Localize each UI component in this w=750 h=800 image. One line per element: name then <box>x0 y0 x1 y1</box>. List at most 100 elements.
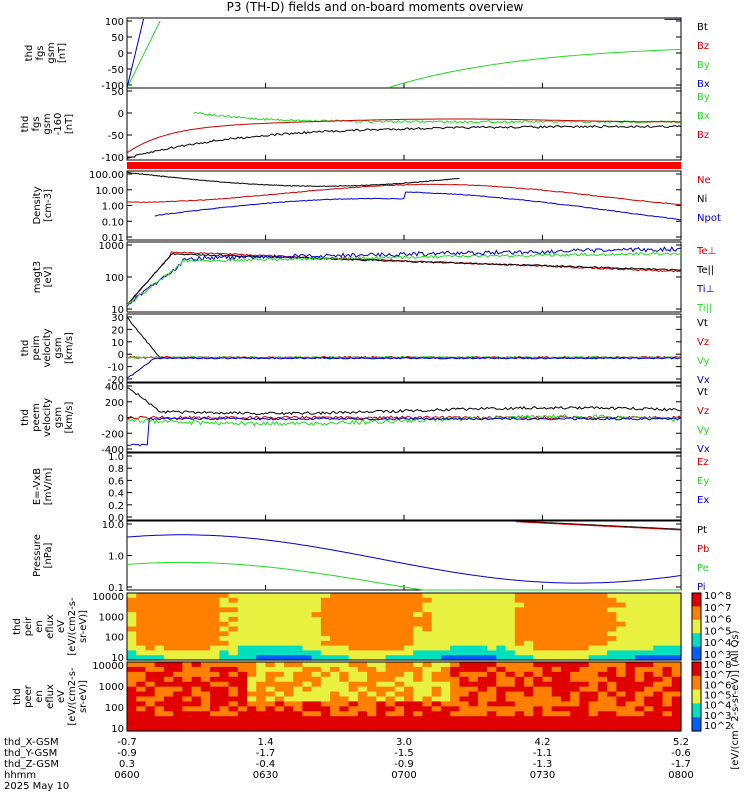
spectrogram-cell <box>191 662 202 668</box>
spectrogram-cell <box>274 711 285 717</box>
spectrogram-cell <box>450 706 460 712</box>
spectrogram-cell <box>459 650 470 656</box>
spectrogram-cell <box>560 593 571 599</box>
spectrogram-cell <box>634 716 645 722</box>
spectrogram-cell <box>477 721 488 727</box>
spectrogram-cell <box>440 655 451 661</box>
spectrogram-cell <box>191 597 202 604</box>
spectrogram-cell <box>616 696 627 703</box>
spectrogram-cell <box>477 650 488 656</box>
spectrogram-cell <box>533 696 544 703</box>
spectrogram-cell <box>357 691 368 698</box>
spectrogram-cell <box>413 602 424 608</box>
spectrogram-cell <box>283 593 294 599</box>
spectrogram-cell <box>339 655 350 661</box>
spectrogram-cell <box>247 597 257 604</box>
spectrogram-cell <box>477 696 488 703</box>
spectrogram-cell <box>625 721 636 727</box>
spectrogram-cell <box>302 602 313 608</box>
spectrogram-cell <box>404 650 414 656</box>
colorbar-cell <box>692 606 701 610</box>
spectrogram-cell <box>182 721 193 727</box>
spectrogram-cell <box>487 662 497 668</box>
spectrogram-cell <box>173 686 183 693</box>
spectrogram-cell <box>671 666 682 673</box>
spectrogram-cell <box>450 691 460 698</box>
spectrogram-cell <box>616 636 627 642</box>
spectrogram-cell <box>394 726 405 732</box>
spectrogram-cell <box>339 681 350 688</box>
spectrogram-cell <box>468 631 479 637</box>
spectrogram-cell <box>293 676 304 683</box>
spectrogram-cell <box>625 631 636 637</box>
spectrogram-cell <box>274 593 285 599</box>
spectrogram-cell <box>487 621 497 628</box>
spectrogram-cell <box>330 726 340 732</box>
spectrogram-cell <box>200 676 211 683</box>
spectrogram-cell <box>136 716 147 722</box>
spectrogram-cell <box>320 636 331 642</box>
y-axis-label: thd <box>24 45 35 62</box>
spectrogram-cell <box>588 706 599 712</box>
spectrogram-cell <box>173 701 183 707</box>
spectrogram-cell <box>459 645 470 652</box>
spectrogram-cell <box>163 645 174 652</box>
spectrogram-cell <box>136 681 147 688</box>
panel-frame-peim-velocity <box>126 313 682 383</box>
y-axis-label: velocity <box>42 328 53 367</box>
spectrogram-cell <box>182 716 193 722</box>
spectrogram-cell <box>607 721 617 727</box>
spectrogram-cell <box>551 645 562 652</box>
spectrogram-cell <box>348 666 359 673</box>
spectrogram-cell <box>339 616 350 623</box>
spectrogram-cell <box>348 716 359 722</box>
spectrogram-cell <box>247 686 257 693</box>
series-peem-Vy <box>126 413 682 427</box>
spectrogram-cell <box>487 671 497 678</box>
spectrogram-cell <box>210 681 220 688</box>
spectrogram-cell <box>210 716 220 722</box>
spectrogram-cell <box>210 655 220 661</box>
spectrogram-cell <box>200 626 211 632</box>
spectrogram-cell <box>219 626 230 632</box>
spectrogram-cell <box>247 696 257 703</box>
spectrogram-cell <box>542 721 553 727</box>
spectrogram-cell <box>487 626 497 632</box>
spectrogram-cell <box>597 593 608 599</box>
y-tick-label: 0 <box>118 49 124 60</box>
spectrogram-cell <box>616 726 627 732</box>
spectrogram-cell <box>625 676 636 683</box>
spectrogram-cell <box>200 640 211 647</box>
colorbar-cell <box>692 682 701 686</box>
spectrogram-cell <box>524 721 534 727</box>
spectrogram-cell <box>468 671 479 678</box>
spectrogram-cell <box>367 626 377 632</box>
spectrogram-cell <box>597 597 608 604</box>
spectrogram-cell <box>136 662 147 668</box>
spectrogram-cell <box>431 721 442 727</box>
spectrogram-cell <box>339 631 350 637</box>
colorbar-frame <box>691 661 702 732</box>
spectrogram-cell <box>570 676 581 683</box>
y-tick-label: 100 <box>105 633 124 644</box>
colorbar-cell <box>692 626 701 630</box>
colorbar-cell <box>692 687 701 691</box>
spectrogram-cell <box>154 602 165 608</box>
spectrogram-cell <box>265 650 276 656</box>
spectrogram-cell <box>413 706 424 712</box>
spectrogram-cell <box>320 616 331 623</box>
spectrogram-cell <box>265 726 276 732</box>
spectrogram-cell <box>625 691 636 698</box>
spectrogram-cell <box>551 691 562 698</box>
spectrogram-cell <box>136 671 147 678</box>
spectrogram-cell <box>459 711 470 717</box>
spectrogram-cell <box>320 593 331 599</box>
spectrogram-cell <box>256 631 267 637</box>
spectrogram-cell <box>588 650 599 656</box>
spectrogram-cell <box>247 640 257 647</box>
spectrogram-cell <box>468 621 479 628</box>
spectrogram-cell <box>644 640 654 647</box>
spectrogram-cell <box>413 671 424 678</box>
spectrogram-cell <box>634 621 645 628</box>
spectrogram-cell <box>293 666 304 673</box>
